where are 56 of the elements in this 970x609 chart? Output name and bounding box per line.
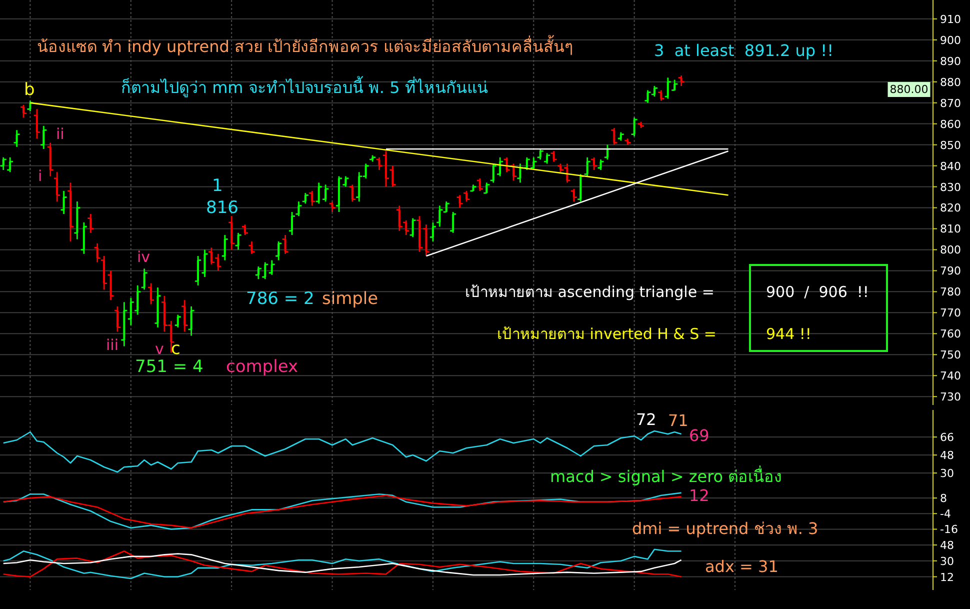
annotation: 12 [689, 486, 710, 505]
y-tick-label: 30 [940, 554, 954, 568]
y-tick-label: 850 [940, 138, 961, 152]
y-tick-label: -16 [940, 523, 958, 536]
text: ก็ตามไปดูว่า mm จะทำไปจบรอบนี้ พ. 5 ที่ไหนกันแน่ [121, 76, 488, 98]
annotation: iv [137, 248, 150, 266]
annotation: 751 = 4 [135, 357, 204, 377]
annotation: 880.00 [890, 83, 928, 96]
annotation: macd > signal > zero ต่อเนื่อง [550, 465, 782, 486]
y-tick-label: 750 [940, 348, 961, 362]
annotation: complex [226, 357, 298, 377]
annotation: b [24, 80, 35, 100]
y-tick-label: 800 [940, 244, 961, 257]
annotation: i [38, 167, 42, 185]
annotation: 3 at least 891.2 up !! [654, 41, 834, 60]
y-tick-label: 890 [940, 54, 961, 68]
y-tick-label: 860 [940, 118, 961, 131]
annotation: 944 !! [766, 325, 812, 343]
y-tick-label: 780 [940, 286, 961, 299]
y-tick-label: 840 [940, 160, 961, 173]
y-tick-label: 830 [940, 180, 961, 194]
annotation: adx = 31 [705, 557, 778, 576]
annotation: 900 / 906 !! [766, 283, 869, 301]
y-tick-label: 8 [940, 492, 947, 505]
y-tick-label: 48 [940, 538, 954, 552]
y-tick-label: 870 [940, 96, 961, 110]
y-tick-label: 810 [940, 222, 961, 236]
y-tick-label: 900 [940, 34, 961, 47]
y-tick-label: 910 [940, 12, 961, 26]
y-tick-label: 30 [940, 467, 954, 480]
y-tick-label: 760 [940, 328, 961, 341]
annotation: 816 [206, 198, 238, 218]
annotation: dmi = uptrend ช่วง พ. 3 [632, 519, 818, 538]
annotation: iii [106, 336, 119, 354]
y-tick-label: 770 [940, 306, 961, 320]
y-tick-label: -4 [940, 508, 951, 521]
annotation: 72 [636, 410, 656, 429]
y-tick-label: 880 [940, 76, 961, 89]
annotation: c [171, 339, 180, 359]
text: น้องแซด ทำ indy uptrend สวย เป้ายังอีกพอควร แต่จะมีย่อสลับตามคลื่นสั้นๆ [37, 35, 574, 56]
annotation: เป้าหมายตาม ascending triangle = [465, 283, 714, 301]
y-tick-label: 790 [940, 264, 961, 278]
annotation: simple [322, 289, 378, 309]
annotation: 69 [689, 426, 710, 445]
annotation: 1 [212, 176, 223, 196]
y-tick-label: 66 [940, 431, 954, 444]
y-tick-label: 730 [940, 390, 961, 404]
annotation: 71 [668, 411, 688, 430]
y-tick-label: 12 [940, 570, 954, 584]
annotation: 786 = 2 [246, 289, 314, 309]
annotation: เป้าหมายตาม inverted H & S = [497, 325, 716, 343]
y-tick-label: 48 [940, 449, 954, 462]
y-tick-label: 820 [940, 202, 961, 215]
annotation: v [155, 340, 164, 358]
annotation: ii [56, 125, 64, 143]
y-tick-label: 740 [940, 370, 961, 383]
